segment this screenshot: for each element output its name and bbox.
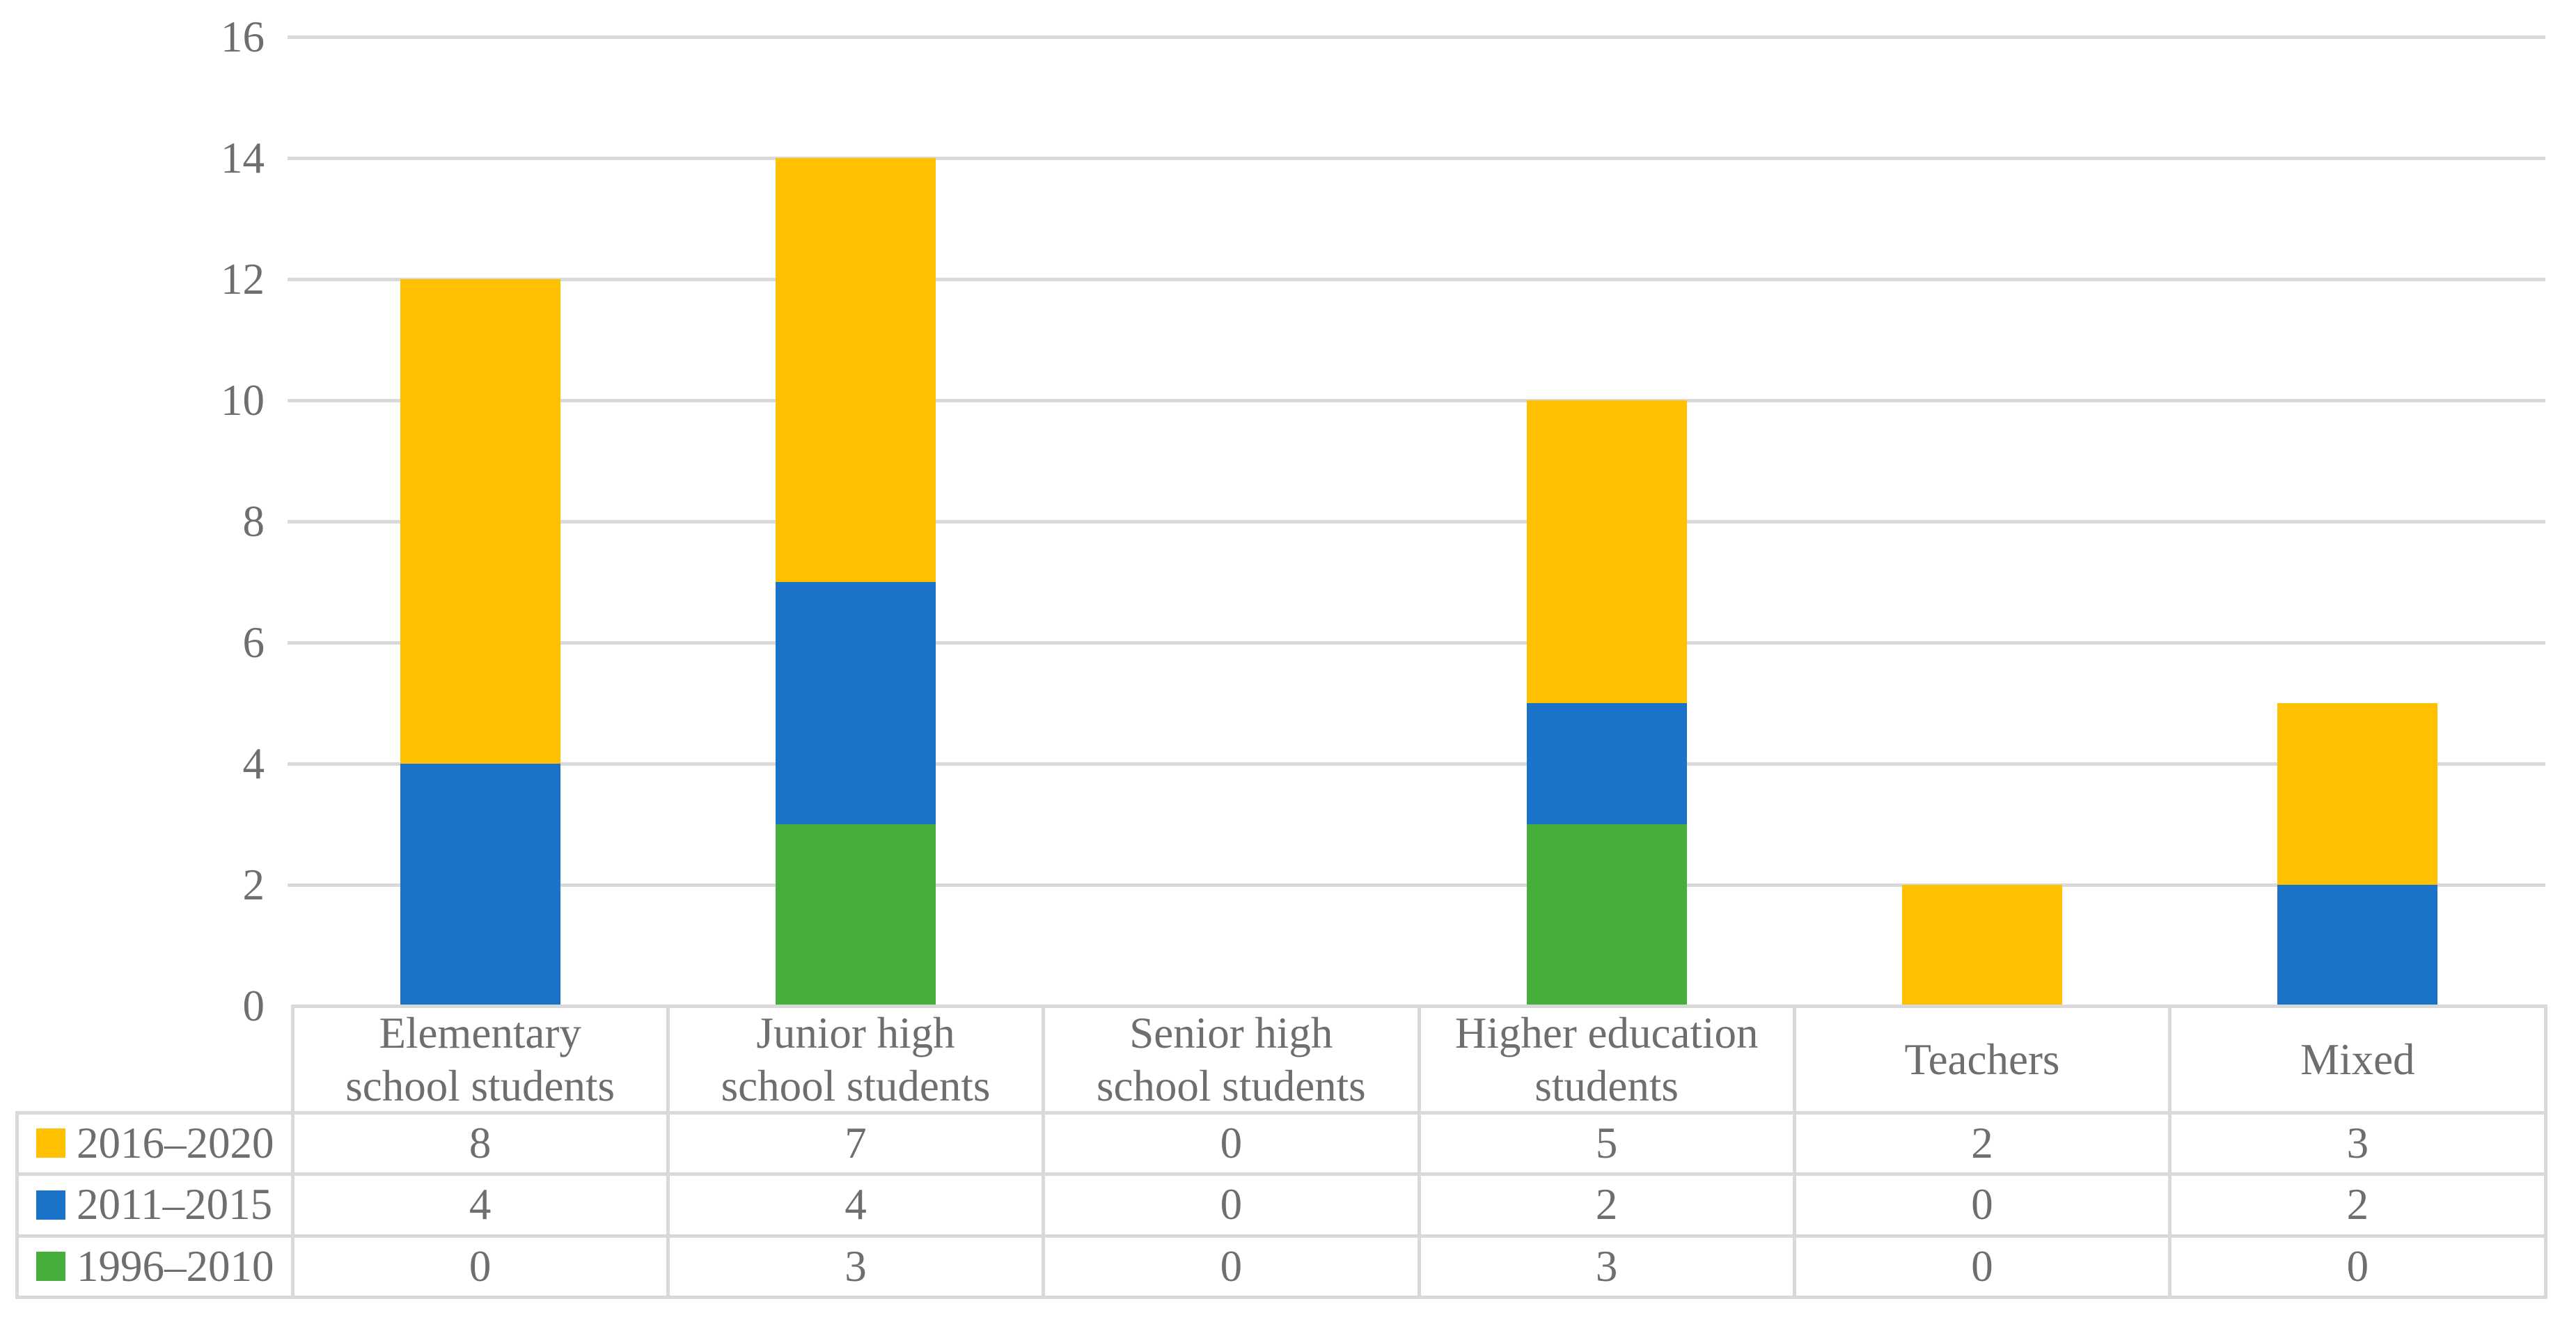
table-vline-2 xyxy=(1042,1004,1046,1299)
table-value-cell-2011-2015-col6: 2 xyxy=(2346,1180,2369,1229)
table-value-cell-2011-2015-col4: 2 xyxy=(1595,1180,1618,1229)
category-header-line: Mixed xyxy=(2300,1034,2415,1084)
table-value-cell-2011-2015-col3: 0 xyxy=(1220,1180,1243,1229)
table-value-cell-1996-2010-col6: 0 xyxy=(2346,1241,2369,1291)
table-vline-3 xyxy=(1417,1004,1421,1299)
legend-swatch-icon-2011-2015 xyxy=(36,1190,65,1220)
table-vline-1 xyxy=(666,1004,670,1299)
table-value-cell-2011-2015-col1: 4 xyxy=(469,1180,492,1229)
y-axis-tick-label-16: 16 xyxy=(221,12,265,61)
table-value-cell-2016-2020-col5: 2 xyxy=(1971,1118,1993,1167)
bar-segment-2011–2015-col6 xyxy=(2277,885,2438,1006)
category-header-cell-2: Junior high school students xyxy=(668,1006,1043,1112)
y-axis-tick-label-2: 2 xyxy=(242,860,265,909)
legend-label-2011-2015: 2011–2015 xyxy=(77,1180,273,1229)
gridline-y-14 xyxy=(288,156,2545,160)
bar-segment-2016–2020-col6 xyxy=(2277,703,2438,885)
category-header-line: school students xyxy=(1096,1061,1366,1110)
table-vline-6 xyxy=(2543,1004,2547,1299)
category-header-cell-1: Elementary school students xyxy=(292,1006,668,1112)
category-header-cell-3: Senior high school students xyxy=(1044,1006,1419,1112)
category-header-line: school students xyxy=(721,1061,991,1110)
table-value-cell-2011-2015-col5: 0 xyxy=(1971,1180,1993,1229)
category-header-line: school students xyxy=(345,1061,615,1110)
category-header-line: Higher education xyxy=(1454,1008,1759,1057)
gridline-y-10 xyxy=(288,398,2545,402)
bar-segment-1996–2010-col4 xyxy=(1526,824,1687,1006)
table-vline-0 xyxy=(290,1004,294,1299)
bar-segment-2016–2020-col1 xyxy=(400,279,560,764)
y-axis-tick-label-10: 10 xyxy=(221,375,265,425)
gridline-y-2 xyxy=(288,883,2545,887)
gridline-y-6 xyxy=(288,640,2545,645)
bar-segment-2011–2015-col4 xyxy=(1526,703,1687,824)
table-value-cell-1996-2010-col3: 0 xyxy=(1220,1241,1243,1291)
y-axis-tick-label-14: 14 xyxy=(221,133,265,182)
table-hline-1 xyxy=(17,1110,2545,1115)
legend-cell-2016-2020: 2016–2020 xyxy=(17,1112,292,1174)
table-vline-4 xyxy=(1792,1004,1796,1299)
table-hline-3 xyxy=(17,1234,2545,1238)
bar-segment-2011–2015-col2 xyxy=(776,582,936,824)
category-header-line: Teachers xyxy=(1904,1034,2060,1084)
legend-swatch-icon-2016-2020 xyxy=(36,1128,65,1158)
y-axis-tick-label-6: 6 xyxy=(242,617,265,667)
table-hline-4 xyxy=(17,1295,2545,1299)
bar-segment-2016–2020-col4 xyxy=(1526,400,1687,703)
table-vline-5 xyxy=(2168,1004,2172,1299)
category-header-cell-5: Teachers xyxy=(1794,1006,2169,1112)
table-value-cell-2016-2020-col1: 8 xyxy=(469,1118,492,1167)
category-header-line: Senior high xyxy=(1129,1008,1333,1057)
category-header-cell-4: Higher education students xyxy=(1419,1006,1794,1112)
table-value-cell-1996-2010-col1: 0 xyxy=(469,1241,492,1291)
table-hline-2 xyxy=(17,1172,2545,1176)
legend-label-2016-2020: 2016–2020 xyxy=(77,1118,274,1167)
gridline-y-16 xyxy=(288,35,2545,39)
table-value-cell-1996-2010-col4: 3 xyxy=(1595,1241,1618,1291)
legend-cell-2011-2015: 2011–2015 xyxy=(17,1174,292,1236)
bar-segment-2016–2020-col5 xyxy=(1902,885,2062,1006)
gridline-y-12 xyxy=(288,277,2545,281)
table-value-cell-1996-2010-col2: 3 xyxy=(845,1241,867,1291)
category-header-line: Junior high xyxy=(756,1008,955,1057)
legend-cell-1996-2010: 1996–2010 xyxy=(17,1236,292,1297)
y-axis-tick-label-0: 0 xyxy=(242,981,265,1030)
y-axis-tick-label-8: 8 xyxy=(242,496,265,546)
gridline-y-4 xyxy=(288,762,2545,766)
table-vline-legend-left xyxy=(15,1110,19,1299)
y-axis-tick-label-12: 12 xyxy=(221,254,265,304)
category-header-line: Elementary xyxy=(379,1008,581,1057)
table-value-cell-2016-2020-col4: 5 xyxy=(1595,1118,1618,1167)
gridline-y-8 xyxy=(288,519,2545,524)
table-value-cell-1996-2010-col5: 0 xyxy=(1971,1241,1993,1291)
bar-segment-2016–2020-col2 xyxy=(776,158,936,582)
table-value-cell-2016-2020-col6: 3 xyxy=(2346,1118,2369,1167)
category-header-cell-6: Mixed xyxy=(2170,1006,2545,1112)
bar-segment-1996–2010-col2 xyxy=(776,824,936,1006)
table-value-cell-2011-2015-col2: 4 xyxy=(845,1180,867,1229)
table-value-cell-2016-2020-col3: 0 xyxy=(1220,1118,1243,1167)
bar-segment-2011–2015-col1 xyxy=(400,764,560,1006)
legend-swatch-icon-1996-2010 xyxy=(36,1252,65,1281)
category-header-line: students xyxy=(1534,1061,1679,1110)
y-axis-tick-label-4: 4 xyxy=(242,739,265,788)
legend-label-1996-2010: 1996–2010 xyxy=(77,1241,274,1291)
table-value-cell-2016-2020-col2: 7 xyxy=(845,1118,867,1167)
